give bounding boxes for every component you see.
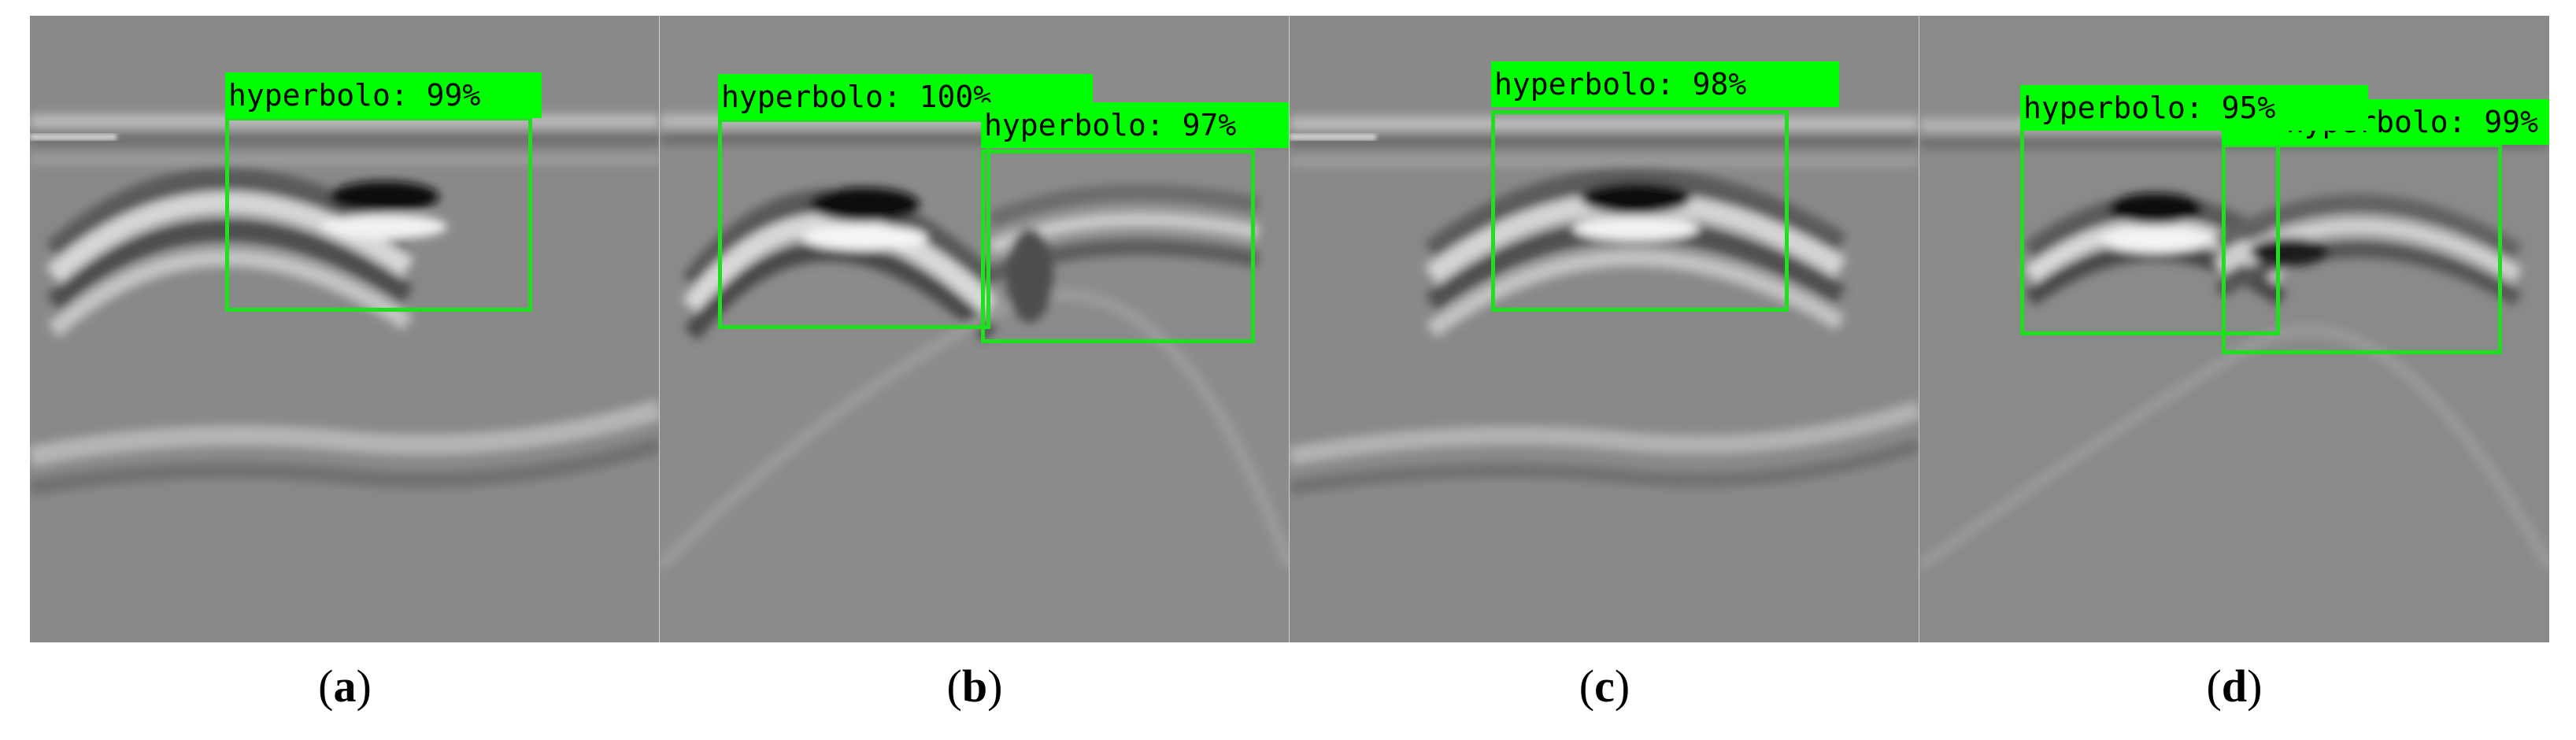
detection-label: hyperbolo: 97% (981, 102, 1290, 148)
panel-c: hyperbolo: 98% (1290, 16, 1919, 642)
detection-box (225, 117, 532, 312)
detection-box (1491, 110, 1789, 312)
detection-label: hyperbolo: 99% (225, 72, 542, 118)
panel-caption: (a) (318, 660, 372, 712)
detection-box (718, 118, 990, 329)
detection-box (981, 150, 1255, 343)
panel-caption: (d) (2206, 660, 2263, 712)
panel-caption: (c) (1579, 660, 1630, 712)
radar-image (1290, 16, 1919, 642)
panel-d: hyperbolo: 99% hyperbolo: 95% (1919, 16, 2549, 642)
panel-caption: (b) (946, 660, 1003, 712)
panel-b: hyperbolo: 100% hyperbolo: 97% (660, 16, 1290, 642)
detection-label: hyperbolo: 98% (1491, 61, 1839, 107)
detection-label: hyperbolo: 95% (2020, 85, 2368, 131)
detection-box (2222, 143, 2502, 354)
panel-a: hyperbolo: 99% (30, 16, 660, 642)
